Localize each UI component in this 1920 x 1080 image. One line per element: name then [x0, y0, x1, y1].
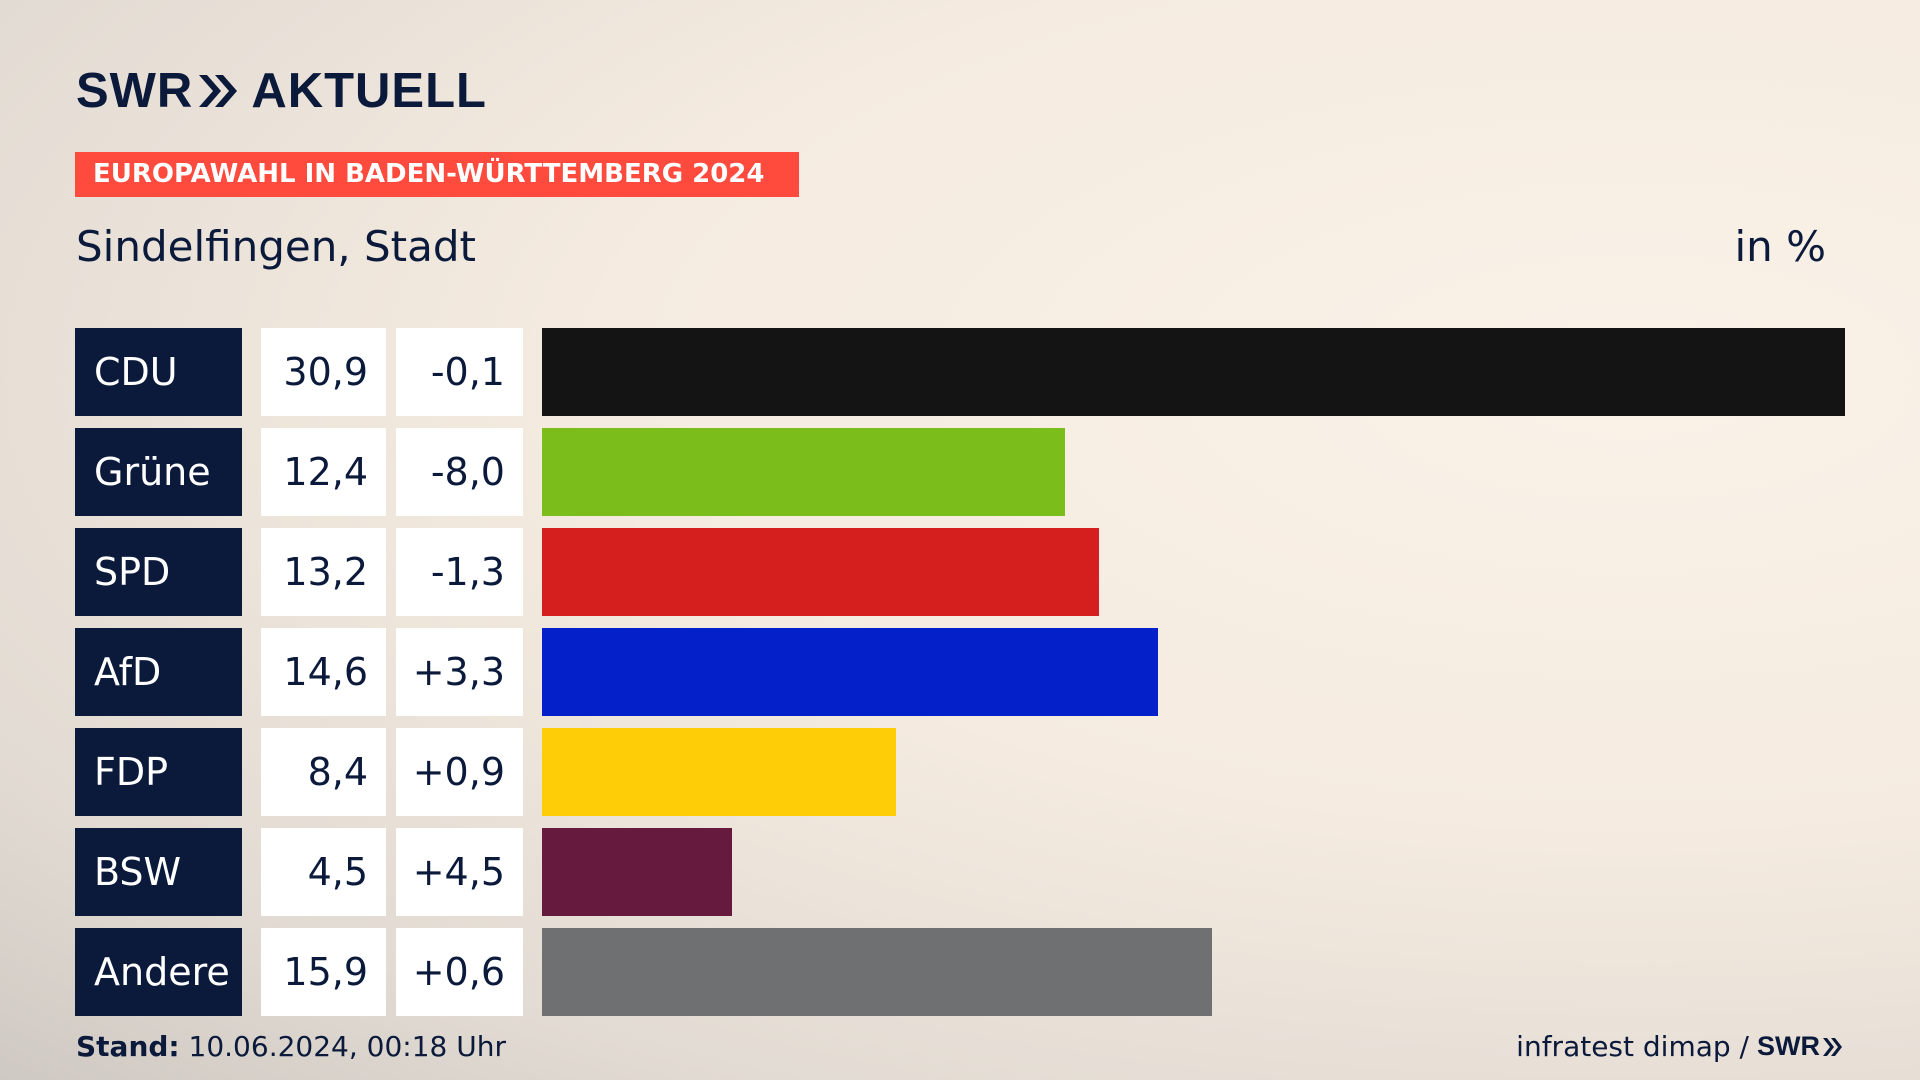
bar-grüne	[542, 428, 1065, 516]
stand-value: 10.06.2024, 00:18 Uhr	[188, 1030, 506, 1063]
value-label: 8,4	[261, 728, 386, 816]
bar-spd	[542, 528, 1099, 616]
double-chevron-icon	[199, 75, 238, 107]
party-label: Andere	[75, 928, 242, 1016]
diff-label: +0,6	[396, 928, 523, 1016]
diff-label: +3,3	[396, 628, 523, 716]
bar-cdu	[542, 328, 1845, 416]
chart-subtitle: Sindelfingen, Stadt	[76, 222, 477, 271]
footer-brand: SWR	[1757, 1031, 1820, 1061]
double-chevron-icon	[1823, 1037, 1842, 1056]
diff-label: +4,5	[396, 828, 523, 916]
chart-unit: in %	[1734, 222, 1826, 271]
bar-fdp	[542, 728, 896, 816]
diff-label: -8,0	[396, 428, 523, 516]
footer-source: infratest dimap / SWR	[1516, 1030, 1844, 1063]
value-label: 4,5	[261, 828, 386, 916]
party-label: CDU	[75, 328, 242, 416]
value-label: 13,2	[261, 528, 386, 616]
election-badge: EUROPAWAHL IN BADEN-WÜRTTEMBERG 2024	[75, 152, 799, 197]
bar-afd	[542, 628, 1158, 716]
value-label: 15,9	[261, 928, 386, 1016]
bar-bsw	[542, 828, 732, 916]
swr-aktuell-logo: SWR AKTUELL	[76, 64, 487, 118]
party-label: BSW	[75, 828, 242, 916]
party-label: Grüne	[75, 428, 242, 516]
value-label: 30,9	[261, 328, 386, 416]
party-label: AfD	[75, 628, 242, 716]
diff-label: -0,1	[396, 328, 523, 416]
source-label: infratest dimap /	[1516, 1030, 1749, 1063]
stand-label: Stand:	[76, 1030, 180, 1063]
bar-andere	[542, 928, 1212, 1016]
brand-name: SWR	[76, 64, 194, 118]
diff-label: +0,9	[396, 728, 523, 816]
value-label: 12,4	[261, 428, 386, 516]
brand-section: AKTUELL	[251, 64, 487, 118]
party-label: SPD	[75, 528, 242, 616]
party-label: FDP	[75, 728, 242, 816]
value-label: 14,6	[261, 628, 386, 716]
footer-stand: Stand: 10.06.2024, 00:18 Uhr	[76, 1030, 506, 1063]
diff-label: -1,3	[396, 528, 523, 616]
